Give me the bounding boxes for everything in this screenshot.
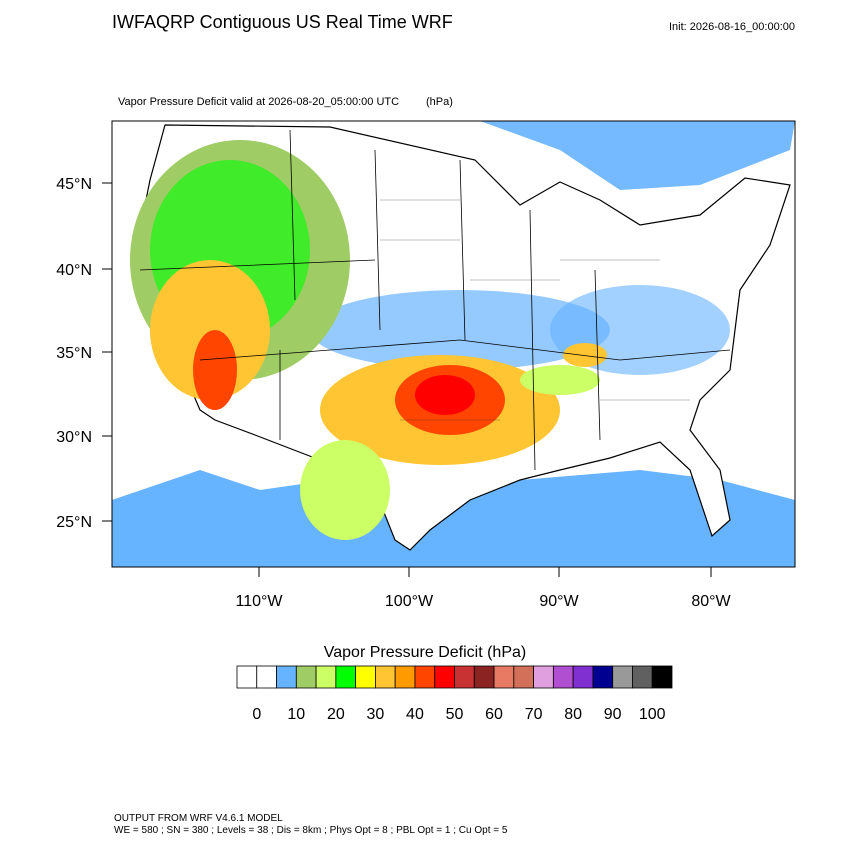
state-lines	[139, 129, 731, 471]
colorbar-tick-label: 10	[287, 706, 305, 723]
vpd-sw-hot	[193, 330, 237, 410]
footer-line: WE = 580 ; SN = 380 ; Levels = 38 ; Dis …	[114, 825, 508, 836]
county-lines	[380, 199, 690, 421]
color-box	[434, 665, 455, 689]
color-box	[256, 665, 277, 689]
vpd-south	[520, 365, 600, 395]
lat-label: 25°N	[56, 514, 92, 531]
color-box	[335, 665, 357, 689]
colorbar-tick-label: 80	[564, 706, 582, 723]
colorbar-tick-label: 70	[525, 706, 543, 723]
lat-labels: 45°N 40°N 35°N 30°N 25°N	[56, 176, 112, 531]
colorbar-title: Vapor Pressure Deficit (hPa)	[324, 644, 526, 661]
subtitle-units: (hPa)	[426, 96, 453, 108]
color-box	[651, 665, 673, 689]
lon-label: 110°W	[235, 593, 283, 610]
vpd-plains-max	[415, 375, 475, 415]
colorbar-tick-label: 20	[327, 706, 345, 723]
map-frame	[111, 120, 796, 568]
map	[112, 121, 795, 567]
color-box	[592, 665, 614, 689]
color-box	[513, 665, 534, 689]
canada-moist	[330, 121, 795, 190]
colorbar-tick-label: 50	[446, 706, 464, 723]
color-box	[315, 665, 337, 689]
color-box	[454, 665, 475, 689]
colorbar-tick-label: 30	[367, 706, 385, 723]
color-box	[572, 665, 594, 689]
lat-label: 40°N	[56, 262, 92, 279]
ocean-moist	[112, 470, 795, 567]
color-box	[276, 665, 297, 689]
lon-label: 100°W	[385, 593, 434, 610]
init-time: Init: 2026-08-16_00:00:00	[669, 21, 795, 33]
color-box	[236, 665, 258, 689]
colorbar-tick-label: 90	[604, 706, 622, 723]
color-box	[394, 665, 416, 689]
lat-label: 35°N	[56, 345, 92, 362]
lon-label: 90°W	[539, 593, 579, 610]
title: IWFAQRP Contiguous US Real Time WRF	[112, 12, 453, 32]
color-box	[295, 665, 317, 689]
color-box	[552, 665, 574, 689]
vpd-mexico	[300, 440, 390, 540]
color-box	[632, 665, 653, 689]
moist-band	[310, 290, 610, 370]
color-box	[612, 665, 633, 689]
lon-labels: 110°W 100°W 90°W 80°W	[235, 567, 732, 610]
color-box	[493, 665, 515, 689]
vpd-great-basin	[150, 260, 270, 400]
footer-line: OUTPUT FROM WRF V4.6.1 MODEL	[114, 813, 283, 824]
lat-label: 45°N	[56, 176, 92, 193]
colorbar-tick-label: 100	[639, 706, 666, 723]
subtitle: Vapor Pressure Deficit valid at 2026-08-…	[118, 96, 399, 108]
lon-label: 80°W	[691, 593, 731, 610]
color-box	[355, 665, 376, 689]
color-box	[533, 665, 554, 689]
color-box	[414, 665, 436, 689]
vpd-kentucky	[563, 343, 607, 367]
colorbar-tick-label: 0	[252, 706, 261, 723]
colorbar-tick-label: 40	[406, 706, 424, 723]
color-box	[473, 665, 495, 689]
color-box	[375, 665, 396, 689]
colorbar-tick-label: 60	[485, 706, 503, 723]
colorbar: 0 10 20 30 40 50 60 70 80 90 100	[236, 665, 673, 723]
lat-label: 30°N	[56, 429, 92, 446]
